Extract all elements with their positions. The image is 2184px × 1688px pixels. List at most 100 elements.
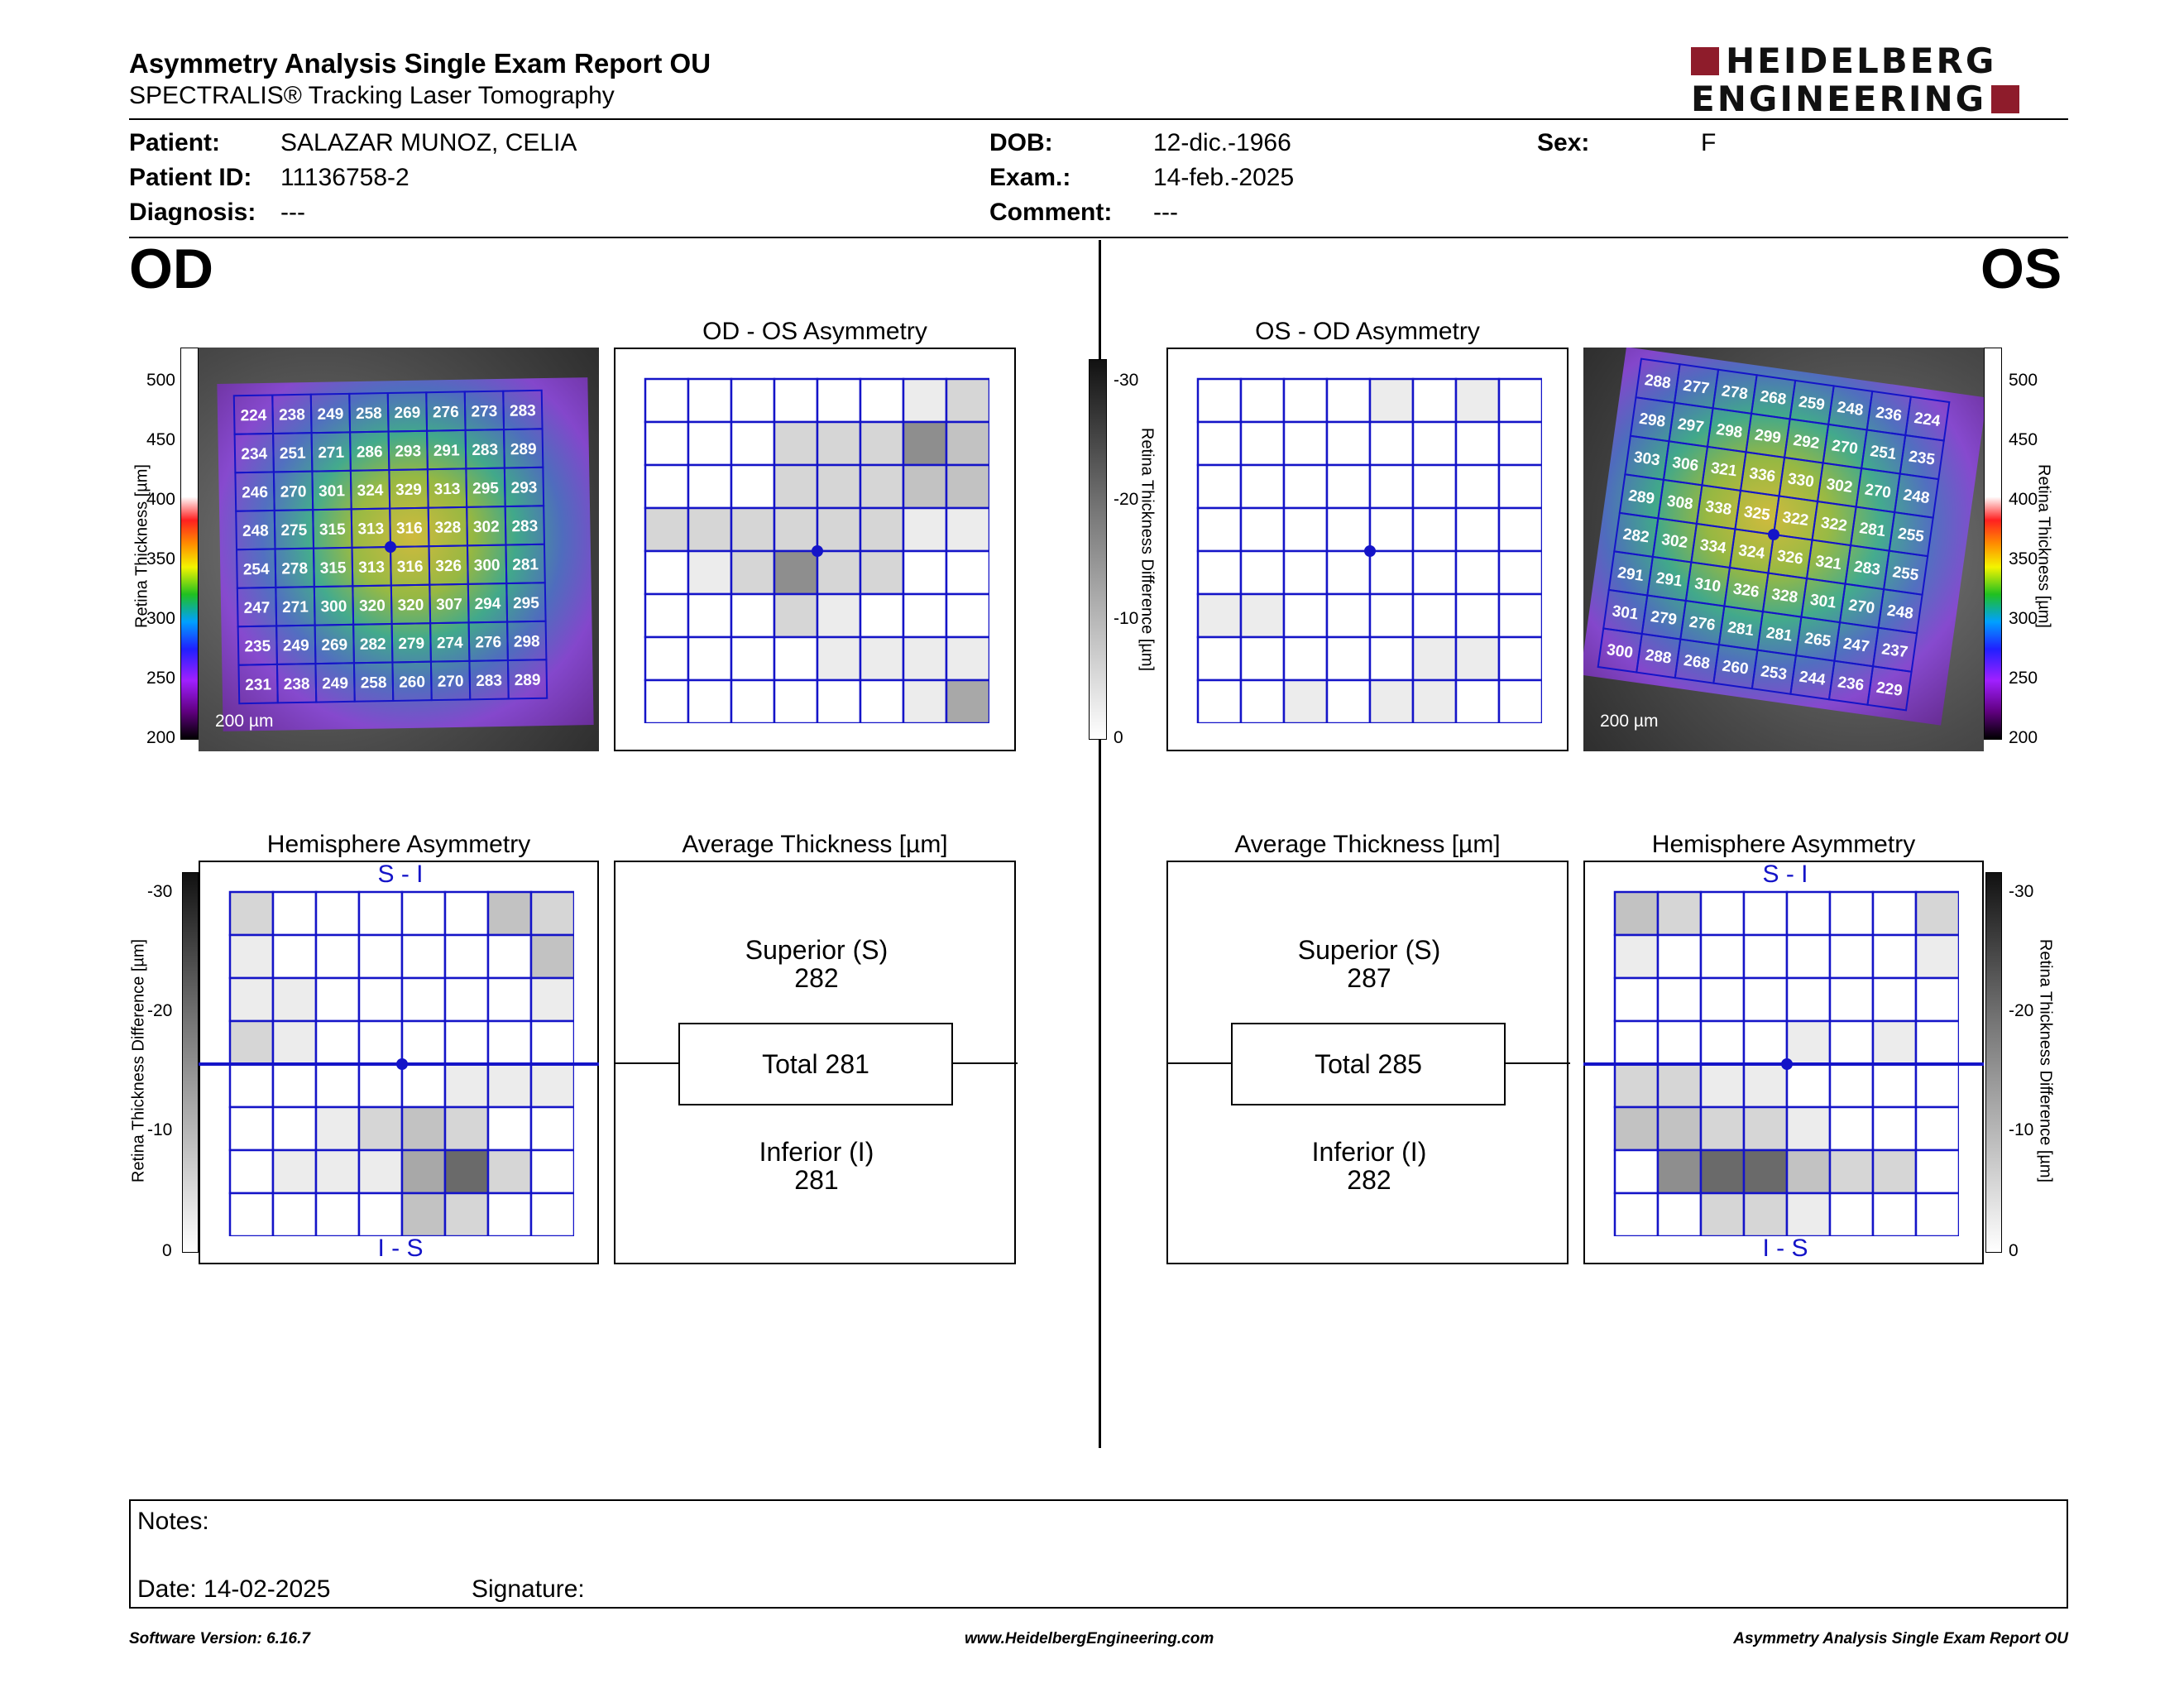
grid-cell [1785,1105,1832,1152]
grid-cell [529,1149,574,1195]
grid-cell [730,377,776,424]
comment-value: --- [1153,199,1178,226]
grid-cell [486,1149,533,1195]
thickness-value: 293 [511,479,538,497]
thickness-value: 288 [1644,372,1672,392]
grid-cell [1785,933,1832,980]
grid-cell [902,592,948,639]
thickness-value: 301 [1809,592,1838,612]
grid-cell [228,1062,275,1109]
grid-cell [644,635,690,682]
grid-cell [1325,377,1372,424]
thickness-value: 325 [1743,503,1772,524]
grid-cell [1196,549,1243,596]
logo-red-square-icon [1691,47,1719,75]
thickness-value: 283 [511,518,538,536]
notes-label: Notes: [137,1508,209,1535]
grid-cell [1497,635,1542,682]
grid-cell [816,549,862,596]
grid-cell [1239,377,1286,424]
grid-cell [228,1192,275,1236]
grid-cell [1699,1105,1746,1152]
os-inferior-label: Inferior (I) [1311,1137,1427,1167]
grid-cell [506,659,548,700]
software-version: Software Version: 6.16.7 [129,1630,310,1647]
thickness-value: 322 [1820,514,1848,535]
od-fundus-image: 224 238 249 258 269 276 273 283 234 251 271 286 293 2… [199,348,599,751]
thickness-value: 270 [1864,481,1892,501]
grid-cell [529,976,574,1023]
grid-cell [816,463,862,510]
grid-cell [1656,1192,1703,1236]
thickness-value: 265 [1803,630,1832,650]
notes-box[interactable]: Notes: Date: 14-02-2025 Signature: [129,1499,2068,1609]
grid-cell [1325,592,1372,639]
grid-cell [1699,976,1746,1023]
grid-cell [1742,976,1789,1023]
grid-cell [773,679,819,723]
grid-cell [687,592,733,639]
grid-cell [1196,679,1243,723]
grid-cell [357,933,404,980]
grid-cell [357,976,404,1023]
grid-cell [1282,549,1329,596]
thickness-value: 275 [280,521,307,539]
grid-cell [1871,1019,1918,1066]
thickness-value: 236 [1875,404,1903,424]
thickness-value: 260 [399,674,425,692]
od-thickness-grid: 224 238 249 258 269 276 273 283 234 251 271 286 293 2… [232,389,548,705]
grid-cell [1497,377,1542,424]
thickness-value: 302 [473,518,500,536]
grid-cell [1914,1149,1959,1195]
grid-cell [1411,463,1458,510]
grid-cell [357,1105,404,1152]
grid-cell [1325,463,1372,510]
thickness-value: 315 [319,521,346,539]
grid-cell [1239,420,1286,467]
grid-cell [314,1192,361,1236]
grid-cell [1454,420,1501,467]
thickness-value: 274 [437,635,463,653]
grid-cell [730,506,776,553]
grid-cell [314,933,361,980]
grid-cell [1454,635,1501,682]
thickness-value: 276 [475,634,501,652]
grid-cell [902,679,948,723]
thickness-value: 298 [514,633,540,651]
grid-cell [902,377,948,424]
grid-cell [529,890,574,937]
thickness-value: 248 [242,522,269,540]
od-thickness-axis-label: Retina Thickness [µm] [132,464,151,628]
grid-cell [859,377,905,424]
grid-cell [1742,933,1789,980]
thickness-value: 276 [433,404,459,422]
thickness-value: 251 [280,445,306,463]
grid-cell [1871,890,1918,937]
thickness-value: 299 [1754,426,1782,447]
website-link[interactable]: www.HeidelbergEngineering.com [965,1630,1214,1647]
grid-cell [1282,377,1329,424]
thickness-value: 248 [1836,399,1864,420]
grid-cell [1742,1105,1789,1152]
grid-cell [1239,549,1286,596]
grid-cell [271,890,318,937]
grid-cell [443,1149,490,1195]
thickness-value: 269 [321,636,347,655]
grid-cell [443,1105,490,1152]
grid-cell [1282,635,1329,682]
thickness-value: 247 [1842,635,1870,656]
thickness-value: 238 [284,675,310,693]
grid-cell [1828,976,1875,1023]
grid-cell [1914,933,1959,980]
os-fundus-image: 288 277 278 268 259 248 236 224 298 297 298 299 292 2… [1583,348,1984,751]
grid-cell [687,377,733,424]
grid-cell [1613,1019,1660,1066]
thickness-value: 316 [396,520,423,538]
grid-cell [902,463,948,510]
grid-cell [859,463,905,510]
os-thickness-axis-label: Retina Thickness [µm] [2034,464,2053,628]
thickness-value: 328 [1770,586,1798,607]
grid-cell [945,592,989,639]
grid-cell [1871,1149,1918,1195]
grid-cell [1785,1019,1832,1066]
